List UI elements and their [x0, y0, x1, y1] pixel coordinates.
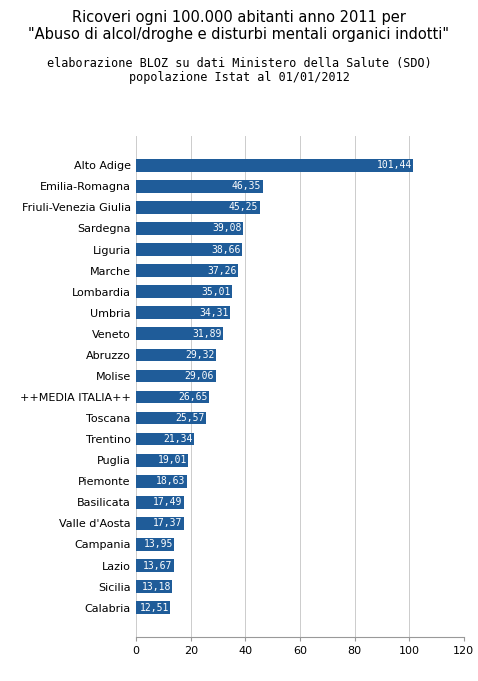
Text: 12,51: 12,51	[140, 603, 169, 613]
Text: 13,18: 13,18	[141, 582, 171, 592]
Bar	[136, 264, 238, 277]
Bar	[136, 285, 232, 298]
Bar	[136, 222, 243, 235]
Text: 38,66: 38,66	[211, 244, 240, 255]
Bar	[136, 180, 263, 193]
Text: 46,35: 46,35	[232, 181, 261, 191]
Text: 17,49: 17,49	[153, 497, 183, 507]
Bar	[136, 580, 172, 593]
Bar	[136, 201, 260, 214]
Text: "Abuso di alcol/droghe e disturbi mentali organici indotti": "Abuso di alcol/droghe e disturbi mental…	[29, 27, 449, 42]
Text: 101,44: 101,44	[376, 160, 412, 170]
Bar	[136, 328, 223, 340]
Bar	[136, 391, 209, 403]
Bar	[136, 412, 206, 424]
Text: popolazione Istat al 01/01/2012: popolazione Istat al 01/01/2012	[129, 71, 349, 84]
Text: 19,01: 19,01	[157, 455, 187, 465]
Text: 13,67: 13,67	[143, 560, 172, 571]
Bar	[136, 306, 230, 319]
Text: 17,37: 17,37	[153, 518, 182, 528]
Bar	[136, 517, 184, 530]
Bar	[136, 433, 195, 445]
Text: 39,08: 39,08	[212, 223, 241, 234]
Bar	[136, 475, 187, 488]
Bar	[136, 496, 184, 509]
Text: elaborazione BLOZ su dati Ministero della Salute (SDO): elaborazione BLOZ su dati Ministero dell…	[47, 57, 431, 70]
Bar	[136, 243, 242, 256]
Text: 21,34: 21,34	[164, 434, 193, 444]
Bar	[136, 601, 170, 614]
Text: 29,06: 29,06	[185, 371, 214, 381]
Text: 13,95: 13,95	[143, 539, 173, 550]
Text: 18,63: 18,63	[156, 476, 185, 486]
Text: 25,57: 25,57	[175, 413, 205, 423]
Bar	[136, 159, 413, 172]
Text: Ricoveri ogni 100.000 abitanti anno 2011 per: Ricoveri ogni 100.000 abitanti anno 2011…	[72, 10, 406, 25]
Text: 34,31: 34,31	[199, 308, 228, 318]
Text: 31,89: 31,89	[193, 329, 222, 339]
Text: 26,65: 26,65	[178, 392, 207, 402]
Bar	[136, 454, 188, 466]
Text: 29,32: 29,32	[185, 350, 215, 360]
Bar	[136, 349, 216, 361]
Text: 35,01: 35,01	[201, 287, 230, 297]
Text: 45,25: 45,25	[229, 202, 258, 212]
Bar	[136, 538, 174, 551]
Bar	[136, 370, 216, 382]
Bar	[136, 559, 174, 572]
Text: 37,26: 37,26	[207, 266, 237, 276]
